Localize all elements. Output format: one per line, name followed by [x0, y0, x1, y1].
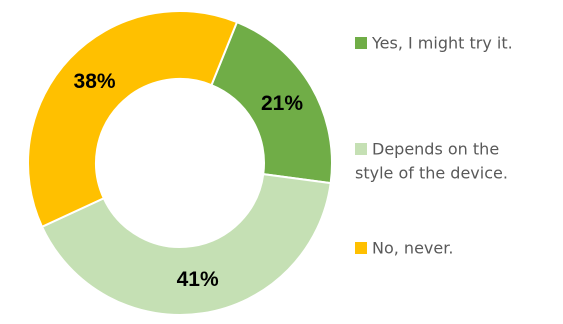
legend-swatch-3 — [355, 242, 367, 254]
legend-entry-1: Yes, I might try it. — [355, 34, 513, 53]
legend-label-3-line-1: No, never. — [372, 239, 453, 258]
slice-label-2: 41% — [177, 268, 219, 291]
slice-label-1: 21% — [261, 92, 303, 115]
donut-slices — [27, 10, 333, 316]
legend-label-1-line-1: Yes, I might try it. — [371, 34, 513, 53]
donut-slice-1 — [210, 20, 333, 185]
slice-labels: 21% 41% 38% — [74, 70, 304, 291]
legend-label-2-line-1: Depends on the — [372, 140, 499, 159]
slice-label-3: 38% — [74, 70, 116, 93]
legend-swatch-1 — [355, 37, 367, 49]
legend-entry-3: No, never. — [355, 239, 453, 258]
donut-slice-2 — [40, 172, 332, 316]
legend: Yes, I might try it. Depends on the style … — [355, 34, 513, 258]
legend-label-2-line-2: style of the device. — [355, 164, 508, 183]
legend-swatch-2 — [355, 143, 367, 155]
donut-slice-3 — [27, 10, 239, 229]
legend-entry-2: Depends on the style of the device. — [355, 140, 508, 183]
